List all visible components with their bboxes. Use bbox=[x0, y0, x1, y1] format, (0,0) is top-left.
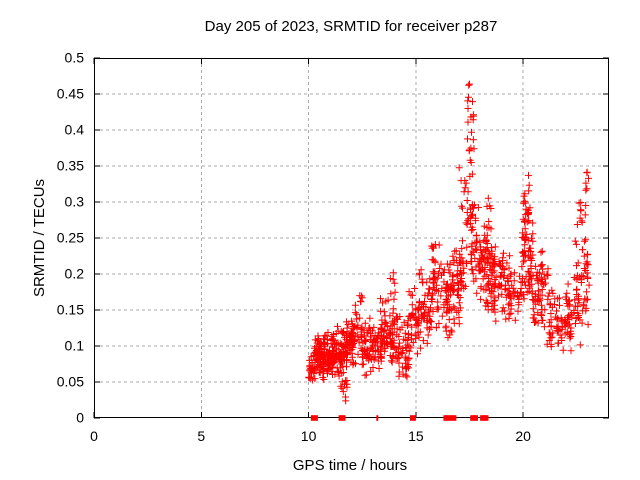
x-axis-label: GPS time / hours bbox=[293, 457, 407, 474]
zero-marker bbox=[446, 415, 451, 421]
x-tick-label: 0 bbox=[90, 428, 98, 444]
zero-marker bbox=[480, 415, 486, 421]
x-tick-label: 10 bbox=[301, 428, 317, 444]
zero-marker bbox=[376, 415, 379, 421]
zero-marker bbox=[409, 415, 416, 421]
data-point-path bbox=[305, 80, 593, 405]
zero-marker bbox=[338, 415, 346, 421]
y-tick-label: 0.15 bbox=[57, 302, 84, 318]
zero-axis-markers bbox=[310, 415, 489, 421]
y-tick-label: 0.5 bbox=[65, 50, 85, 66]
zero-marker bbox=[450, 415, 457, 421]
y-tick-label: 0.4 bbox=[65, 122, 85, 138]
zero-marker bbox=[443, 415, 446, 421]
y-tick-label: 0.1 bbox=[65, 338, 85, 354]
grid-layer bbox=[94, 58, 609, 418]
chart-title: Day 205 of 2023, SRMTID for receiver p28… bbox=[205, 18, 498, 35]
y-tick-label: 0.25 bbox=[57, 230, 84, 246]
x-tick-label: 5 bbox=[197, 428, 205, 444]
label-layer: Day 205 of 2023, SRMTID for receiver p28… bbox=[31, 18, 531, 474]
y-tick-label: 0 bbox=[76, 410, 84, 426]
x-tick-label: 20 bbox=[515, 428, 531, 444]
x-tick-label: 15 bbox=[408, 428, 424, 444]
plot-border bbox=[94, 58, 609, 418]
zero-marker bbox=[483, 415, 489, 421]
zero-marker bbox=[310, 415, 318, 421]
y-axis-label: SRMTID / TECUs bbox=[31, 179, 48, 297]
y-tick-label: 0.3 bbox=[65, 194, 85, 210]
y-tick-label: 0.05 bbox=[57, 374, 84, 390]
scatter-points bbox=[305, 80, 593, 405]
y-tick-label: 0.2 bbox=[65, 266, 85, 282]
zero-marker bbox=[474, 415, 478, 421]
y-tick-label: 0.35 bbox=[57, 158, 84, 174]
y-tick-label: 0.45 bbox=[57, 86, 84, 102]
zero-marker bbox=[470, 415, 476, 421]
